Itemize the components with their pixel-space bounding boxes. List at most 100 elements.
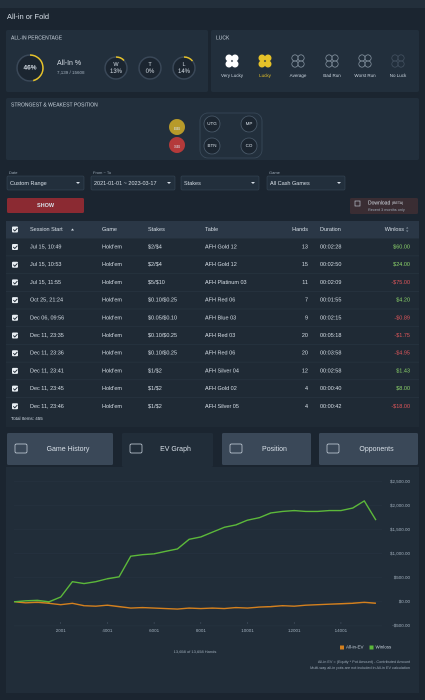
table-cell: Hold'em xyxy=(102,298,122,304)
tab[interactable] xyxy=(122,433,213,467)
checkbox[interactable] xyxy=(12,297,18,304)
table-total: Total Items: 455 xyxy=(11,416,43,421)
filter-box[interactable] xyxy=(90,175,176,191)
table-cell: Dec 11, 23:46 xyxy=(30,404,64,410)
checkbox[interactable] xyxy=(12,332,18,339)
table-cell: 00:05:18 xyxy=(320,333,341,339)
check-mark xyxy=(12,245,18,250)
table-cell: AFH Platinum 03 xyxy=(205,280,247,286)
tab-label[interactable]: Position xyxy=(262,446,287,453)
filter-value[interactable]: Custom Range xyxy=(10,181,47,187)
gauge-letter: L xyxy=(182,62,185,68)
tab-icon xyxy=(129,443,143,454)
table-cell: AFH Silver 05 xyxy=(205,404,239,410)
x-tick-label: 8001 xyxy=(196,628,207,633)
table-cell: Hold'em xyxy=(102,404,122,410)
table-cell: 00:02:50 xyxy=(320,262,341,268)
table-cell: 00:01:55 xyxy=(320,298,341,304)
checkbox[interactable] xyxy=(12,279,18,286)
table-cell: $60.00 xyxy=(393,244,410,250)
tab[interactable] xyxy=(319,433,418,465)
filter-value[interactable]: All Cash Games xyxy=(270,181,310,187)
table-cell: AFH Blue 03 xyxy=(205,315,236,321)
column-header: Game xyxy=(102,227,117,233)
table-cell: 11 xyxy=(302,280,308,286)
table xyxy=(6,221,419,427)
download-button[interactable] xyxy=(350,198,418,214)
gauge-letter: W xyxy=(113,62,119,68)
gauge-value: 13% xyxy=(110,69,123,75)
checkbox[interactable] xyxy=(12,226,18,233)
luck-icon xyxy=(325,60,333,68)
table-cell: Dec 11, 23:41 xyxy=(30,368,64,374)
table-cell: Hold'em xyxy=(102,262,122,268)
checkbox[interactable] xyxy=(12,350,18,357)
table-cell: 00:00:40 xyxy=(320,386,341,392)
gauge-ring xyxy=(138,56,162,80)
table-cell: 15 xyxy=(302,262,308,268)
checkbox[interactable] xyxy=(12,367,18,374)
column-header: Table xyxy=(205,227,218,233)
filter-value[interactable]: 2021-01-01 ~ 2023-03-17 xyxy=(94,181,157,187)
table-cell: 00:00:42 xyxy=(320,404,341,410)
check-mark xyxy=(12,227,18,232)
luck-icon xyxy=(297,54,305,62)
show-label[interactable]: SHOW xyxy=(37,203,55,209)
filter-value[interactable]: Stakes xyxy=(184,181,201,187)
luck-icon xyxy=(258,54,266,62)
table-cell: Hold'em xyxy=(102,333,122,339)
check-mark xyxy=(12,369,18,374)
table-cell: 00:02:58 xyxy=(320,368,341,374)
table-cell: 4 xyxy=(305,404,308,410)
table-cell: Hold'em xyxy=(102,386,122,392)
checkbox[interactable] xyxy=(12,244,18,250)
dropdown-caret xyxy=(76,182,80,184)
luck-icon xyxy=(391,60,399,68)
tab-label[interactable]: Game History xyxy=(47,446,90,453)
filter-box[interactable] xyxy=(266,175,346,191)
y-tick-label: $1,000.00 xyxy=(390,551,411,556)
tab-label[interactable]: Opponents xyxy=(359,446,394,453)
table-cell: AFH Gold 02 xyxy=(205,386,237,392)
position-label: SB xyxy=(174,144,180,149)
download-note: Recent 3 months only xyxy=(368,208,405,212)
table-cell: $0.10/$0.25 xyxy=(148,333,177,339)
table-cell: $24.00 xyxy=(393,262,410,268)
gauge-arc xyxy=(183,56,194,62)
position-label: MP xyxy=(246,121,253,126)
table-cell: $0.05/$0.10 xyxy=(148,315,177,321)
position-label: BTN xyxy=(208,143,217,148)
beta-label: (BETA) xyxy=(392,201,403,205)
checkbox[interactable] xyxy=(12,314,18,321)
column-header: Hands xyxy=(292,227,308,233)
show-button[interactable] xyxy=(7,198,84,213)
table-cell: -$18.00 xyxy=(391,404,410,410)
luck-icon xyxy=(364,60,372,68)
table-cell: -$4.95 xyxy=(394,351,410,357)
column-header: Duration xyxy=(320,227,341,233)
checkbox[interactable] xyxy=(12,385,18,392)
luck-label: Bad Run xyxy=(323,73,341,78)
tab[interactable] xyxy=(222,433,311,465)
table-cell: 12 xyxy=(302,368,308,374)
x-tick-label: 2001 xyxy=(56,628,67,633)
filter-box[interactable] xyxy=(180,175,260,191)
luck-icon xyxy=(391,54,399,62)
table-cell: -$75.00 xyxy=(391,280,410,286)
filter-label: Game xyxy=(269,170,281,175)
gauge-value: 46% xyxy=(23,65,36,72)
tab[interactable] xyxy=(7,433,113,465)
graph-note: Multi-way all-in pots are not included i… xyxy=(310,666,410,670)
table-cell: $0.10/$0.25 xyxy=(148,298,177,304)
luck-icon xyxy=(331,54,339,62)
table-cell: Hold'em xyxy=(102,244,122,250)
filter-box[interactable] xyxy=(6,175,85,191)
download-icon xyxy=(354,200,361,207)
check-mark xyxy=(12,333,18,338)
checkbox[interactable] xyxy=(12,261,18,268)
tab-label[interactable]: EV Graph xyxy=(160,446,191,453)
table-cell: 00:02:28 xyxy=(320,244,341,250)
download-label[interactable]: Download xyxy=(368,200,390,206)
checkbox[interactable] xyxy=(12,403,18,410)
